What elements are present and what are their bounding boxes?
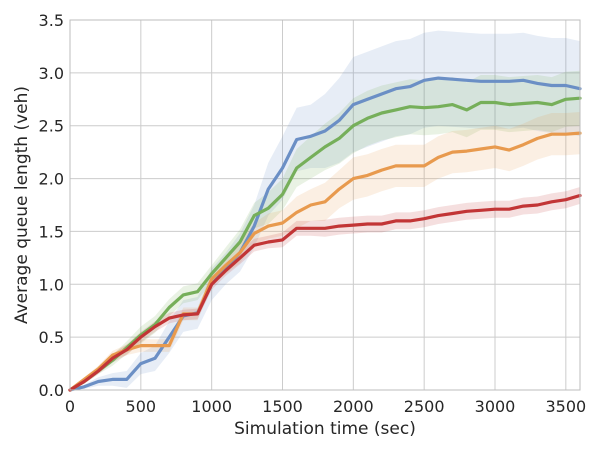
y-axis-label: Average queue length (veh) (12, 86, 32, 324)
x-tick-label: 1000 (191, 397, 232, 416)
y-tick-label: 1.0 (39, 275, 64, 294)
x-tick-label: 1500 (262, 397, 303, 416)
y-tick-label: 1.5 (39, 222, 64, 241)
x-tick-label: 2500 (404, 397, 445, 416)
x-tick-label: 0 (65, 397, 75, 416)
plot-frame (69, 19, 581, 391)
series-line-4 (68, 193, 582, 392)
x-tick-label: 3000 (475, 397, 516, 416)
series-line-2 (68, 96, 582, 392)
y-tick-label: 0.0 (39, 381, 64, 400)
x-tick-label: 3500 (545, 397, 586, 416)
y-tick-label: 2.5 (39, 117, 64, 136)
series-lines (68, 76, 582, 392)
y-tick-label: 3.0 (39, 64, 64, 83)
series-line-1 (68, 76, 582, 392)
y-tick-label: 3.5 (39, 11, 64, 30)
x-axis-label: Simulation time (sec) (234, 419, 416, 439)
series-band-1 (70, 30, 580, 390)
x-tick-label: 500 (126, 397, 157, 416)
y-tick-label: 0.5 (39, 328, 64, 347)
x-tick-label: 2000 (333, 397, 374, 416)
y-tick-label: 2.0 (39, 170, 64, 189)
series-line-3 (68, 131, 582, 392)
y-tick-labels: 0.0 0.5 1.0 1.5 2.0 2.5 3.0 3.5 (39, 11, 64, 400)
x-tick-labels: 0 500 1000 1500 2000 2500 3000 3500 (65, 397, 586, 416)
series-band-3 (70, 112, 580, 390)
